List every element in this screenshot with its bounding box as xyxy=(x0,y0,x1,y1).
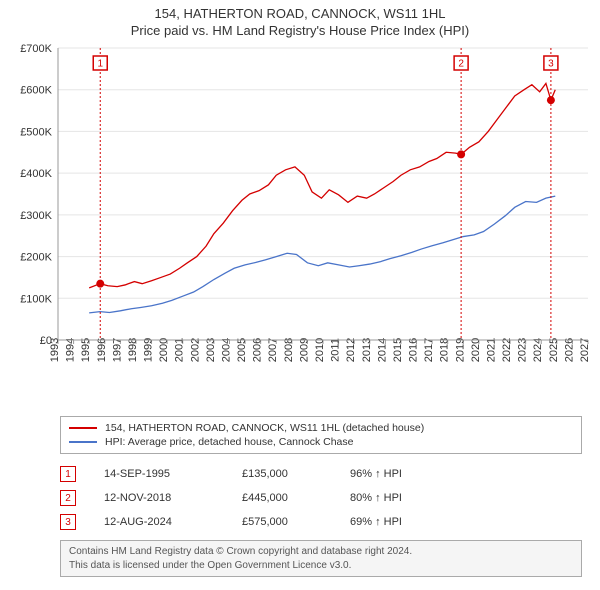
sale-row-marker: 2 xyxy=(60,490,76,506)
x-axis-label: 2023 xyxy=(517,338,529,362)
y-axis-label: £700K xyxy=(20,43,52,55)
sale-pct: 96% ↑ HPI xyxy=(350,468,470,480)
sale-price: £445,000 xyxy=(242,492,322,504)
x-axis-label: 2004 xyxy=(220,338,232,362)
legend-item: 154, HATHERTON ROAD, CANNOCK, WS11 1HL (… xyxy=(69,421,573,435)
legend-swatch xyxy=(69,427,97,429)
x-axis-label: 2013 xyxy=(361,338,373,362)
header-block: 154, HATHERTON ROAD, CANNOCK, WS11 1HL P… xyxy=(0,0,600,40)
x-axis-label: 2007 xyxy=(267,338,279,362)
x-axis-label: 2008 xyxy=(283,338,295,362)
x-axis-label: 2020 xyxy=(470,338,482,362)
chart-container: 154, HATHERTON ROAD, CANNOCK, WS11 1HL P… xyxy=(0,0,600,577)
x-axis-label: 1993 xyxy=(49,338,61,362)
legend-panel: 154, HATHERTON ROAD, CANNOCK, WS11 1HL (… xyxy=(60,416,582,454)
x-axis-label: 2017 xyxy=(423,338,435,362)
x-axis-label: 2000 xyxy=(158,338,170,362)
x-axis-label: 2003 xyxy=(205,338,217,362)
sale-dot-1 xyxy=(96,280,104,288)
y-axis-label: £200K xyxy=(20,252,52,264)
attribution-footer: Contains HM Land Registry data © Crown c… xyxy=(60,540,582,577)
x-axis-label: 2012 xyxy=(345,338,357,362)
sale-marker-num-3: 3 xyxy=(548,59,554,70)
sale-row: 3 12-AUG-2024 £575,000 69% ↑ HPI xyxy=(60,510,582,534)
y-axis-label: £600K xyxy=(20,85,52,97)
legend-swatch xyxy=(69,441,97,443)
legend-item: HPI: Average price, detached house, Cann… xyxy=(69,435,573,449)
x-axis-label: 2021 xyxy=(485,338,497,362)
x-axis-label: 1997 xyxy=(111,338,123,362)
sale-marker-num-2: 2 xyxy=(458,59,464,70)
sale-row: 1 14-SEP-1995 £135,000 96% ↑ HPI xyxy=(60,462,582,486)
x-axis-label: 1999 xyxy=(143,338,155,362)
footer-line-2: This data is licensed under the Open Gov… xyxy=(69,559,573,573)
sale-row-marker: 1 xyxy=(60,466,76,482)
x-axis-label: 2009 xyxy=(298,338,310,362)
x-axis-label: 2018 xyxy=(439,338,451,362)
sale-price: £135,000 xyxy=(242,468,322,480)
y-axis-label: £100K xyxy=(20,293,52,305)
sale-dot-3 xyxy=(547,96,555,104)
legend-label: 154, HATHERTON ROAD, CANNOCK, WS11 1HL (… xyxy=(105,422,424,434)
legend-label: HPI: Average price, detached house, Cann… xyxy=(105,436,353,448)
x-axis-label: 2027 xyxy=(579,338,591,362)
sales-table: 1 14-SEP-1995 £135,000 96% ↑ HPI 2 12-NOV-201… xyxy=(60,462,582,534)
x-axis-label: 1998 xyxy=(127,338,139,362)
sale-row-marker: 3 xyxy=(60,514,76,530)
y-axis-label: £400K xyxy=(20,168,52,180)
sale-pct: 69% ↑ HPI xyxy=(350,516,470,528)
x-axis-label: 2024 xyxy=(532,338,544,362)
chart-subtitle: Price paid vs. HM Land Registry's House … xyxy=(8,23,592,38)
x-axis-label: 2001 xyxy=(174,338,186,362)
x-axis-label: 2010 xyxy=(314,338,326,362)
y-axis-label: £300K xyxy=(20,210,52,222)
x-axis-label: 1994 xyxy=(65,338,77,362)
chart-title: 154, HATHERTON ROAD, CANNOCK, WS11 1HL xyxy=(8,6,592,21)
series-hpi xyxy=(89,196,555,313)
footer-line-1: Contains HM Land Registry data © Crown c… xyxy=(69,545,573,559)
x-axis-label: 1995 xyxy=(80,338,92,362)
x-axis-label: 2019 xyxy=(454,338,466,362)
x-axis-label: 2014 xyxy=(376,338,388,362)
sale-row: 2 12-NOV-2018 £445,000 80% ↑ HPI xyxy=(60,486,582,510)
sale-price: £575,000 xyxy=(242,516,322,528)
sale-date: 14-SEP-1995 xyxy=(104,468,214,480)
x-axis-label: 2025 xyxy=(548,338,560,362)
sale-pct: 80% ↑ HPI xyxy=(350,492,470,504)
x-axis-label: 2015 xyxy=(392,338,404,362)
x-axis-label: 2011 xyxy=(330,338,342,362)
x-axis-label: 2022 xyxy=(501,338,513,362)
sale-dot-2 xyxy=(457,150,465,158)
sale-date: 12-NOV-2018 xyxy=(104,492,214,504)
series-price_paid xyxy=(89,83,555,287)
chart-plot: £0£100K£200K£300K£400K£500K£600K£700K199… xyxy=(0,40,600,410)
x-axis-label: 2005 xyxy=(236,338,248,362)
x-axis-label: 2002 xyxy=(189,338,201,362)
sale-date: 12-AUG-2024 xyxy=(104,516,214,528)
y-axis-label: £500K xyxy=(20,126,52,138)
x-axis-label: 2016 xyxy=(408,338,420,362)
x-axis-label: 1996 xyxy=(96,338,108,362)
x-axis-label: 2026 xyxy=(563,338,575,362)
sale-marker-num-1: 1 xyxy=(97,59,103,70)
x-axis-label: 2006 xyxy=(252,338,264,362)
